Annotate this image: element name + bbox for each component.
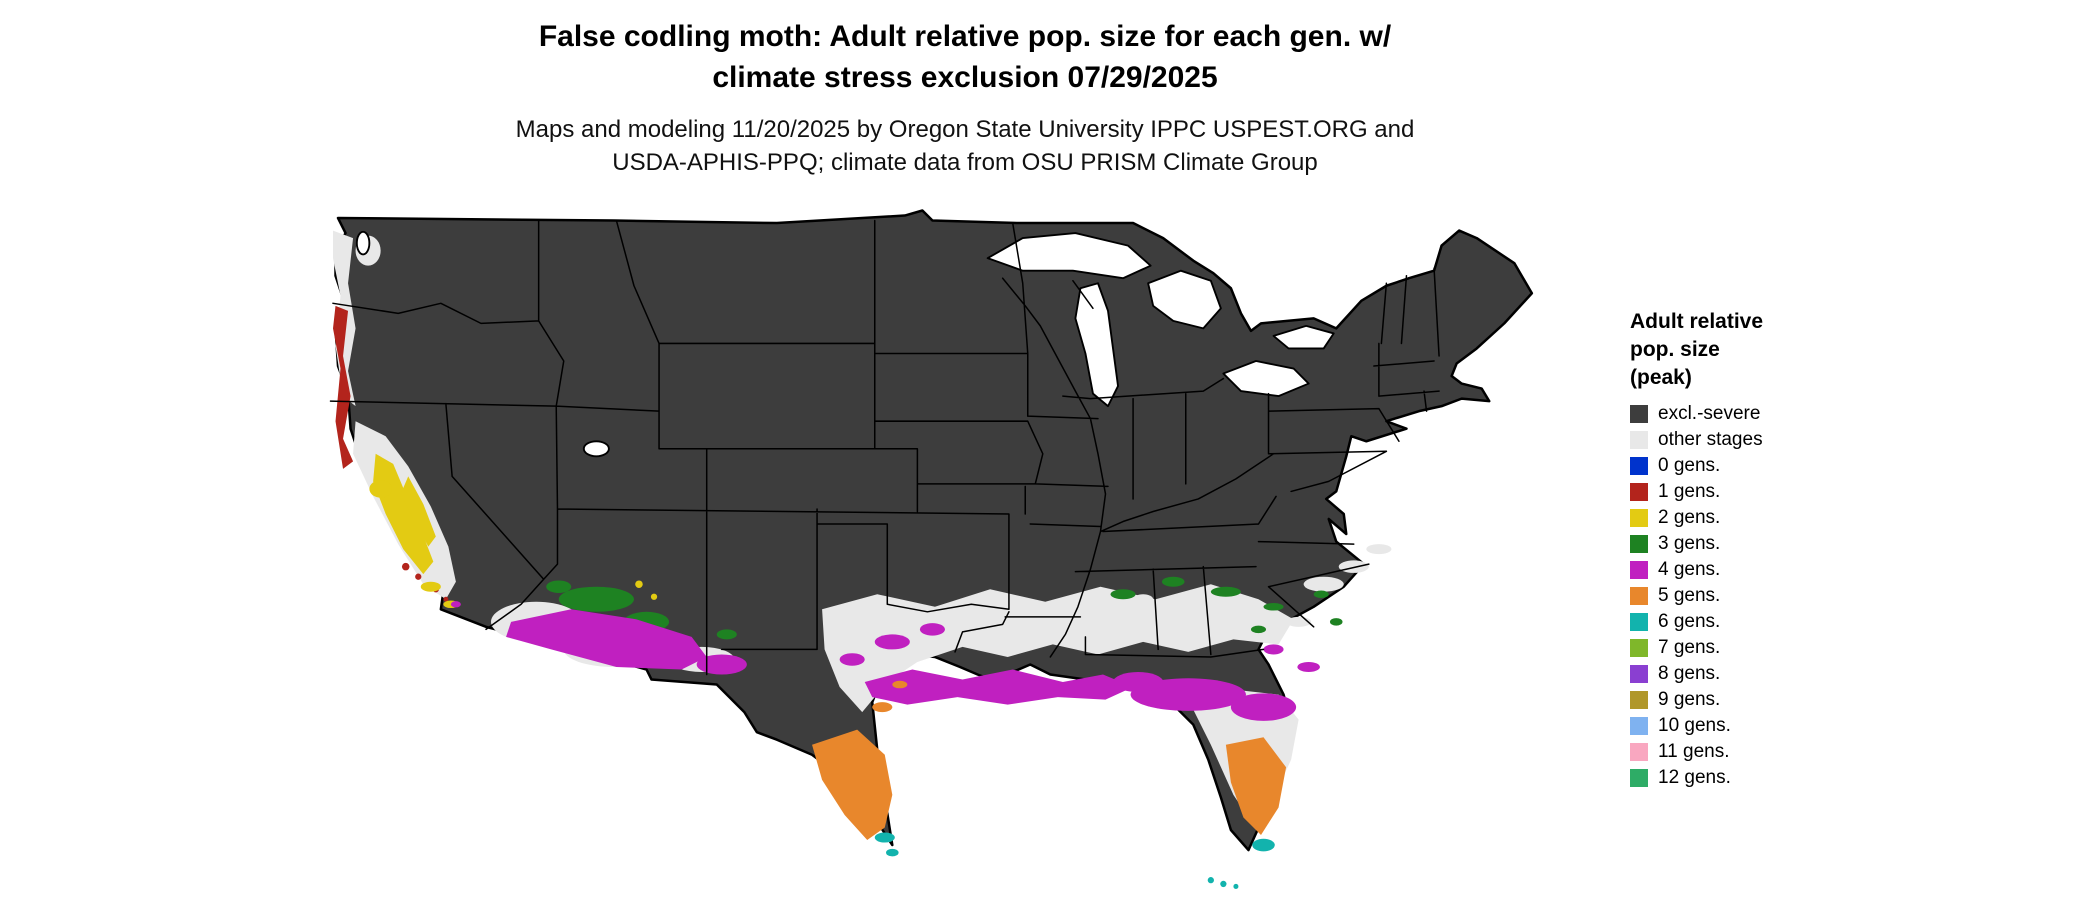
legend-swatch xyxy=(1630,690,1648,709)
legend-item: 0 gens. xyxy=(1630,456,1850,475)
legend-swatch xyxy=(1630,404,1648,423)
lake-erie xyxy=(1222,360,1310,398)
legend: Adult relative pop. size (peak) excl.-se… xyxy=(1630,308,1850,787)
legend-item: 7 gens. xyxy=(1630,638,1850,657)
great-lakes xyxy=(355,230,1335,458)
legend-item: 11 gens. xyxy=(1630,742,1850,761)
legend-swatch xyxy=(1630,742,1648,761)
legend-item: excl.-severe xyxy=(1630,404,1850,423)
region-6-gens xyxy=(874,832,1275,889)
legend-swatch xyxy=(1630,664,1648,683)
legend-item: 2 gens. xyxy=(1630,508,1850,527)
legend-title-line-1: Adult relative xyxy=(1630,310,1764,333)
legend-title-line-2: pop. size xyxy=(1630,338,1720,361)
great-salt-lake xyxy=(582,440,610,458)
legend-swatch xyxy=(1630,508,1648,527)
legend-label: 2 gens. xyxy=(1658,507,1721,528)
legend-swatch xyxy=(1630,430,1648,449)
legend-label: 11 gens. xyxy=(1658,741,1730,762)
legend-item: 4 gens. xyxy=(1630,560,1850,579)
us-map xyxy=(329,209,1534,889)
title-line-1: False codling moth: Adult relative pop. … xyxy=(538,20,1392,53)
legend-label: 3 gens. xyxy=(1658,533,1721,554)
legend-item: 5 gens. xyxy=(1630,586,1850,605)
legend-item: 9 gens. xyxy=(1630,690,1850,709)
legend-item: 12 gens. xyxy=(1630,768,1850,787)
legend-item: 6 gens. xyxy=(1630,612,1850,631)
legend-label: 5 gens. xyxy=(1658,585,1721,606)
legend-label: 10 gens. xyxy=(1658,715,1731,736)
legend-swatch xyxy=(1630,560,1648,579)
lake-michigan xyxy=(1074,282,1119,408)
map-base-conus xyxy=(334,209,1534,852)
legend-swatch xyxy=(1630,638,1648,657)
legend-label: 0 gens. xyxy=(1658,455,1721,476)
legend-label: 8 gens. xyxy=(1658,663,1721,684)
legend-label: 6 gens. xyxy=(1658,611,1721,632)
legend-swatch xyxy=(1630,456,1648,475)
legend-swatch xyxy=(1630,586,1648,605)
legend-label: 1 gens. xyxy=(1658,481,1721,502)
legend-item: 3 gens. xyxy=(1630,534,1850,553)
legend-swatch xyxy=(1630,482,1648,501)
page-title: False codling moth: Adult relative pop. … xyxy=(0,16,1930,98)
legend-label: excl.-severe xyxy=(1658,403,1761,424)
legend-label: 12 gens. xyxy=(1658,767,1731,788)
region-4-gens xyxy=(450,601,1320,721)
subtitle-line-1: Maps and modeling 11/20/2025 by Oregon S… xyxy=(515,116,1415,143)
legend-item: 1 gens. xyxy=(1630,482,1850,501)
title-line-2: climate stress exclusion 07/29/2025 xyxy=(712,61,1218,94)
legend-items: excl.-severe other stages 0 gens. 1 gens. 2 … xyxy=(1630,404,1850,787)
legend-swatch xyxy=(1630,716,1648,735)
legend-item: 8 gens. xyxy=(1630,664,1850,683)
legend-title-line-3: (peak) xyxy=(1630,366,1692,389)
legend-title: Adult relative pop. size (peak) xyxy=(1630,308,1850,392)
legend-label: 4 gens. xyxy=(1658,559,1721,580)
page-subtitle: Maps and modeling 11/20/2025 by Oregon S… xyxy=(0,113,1930,179)
legend-swatch xyxy=(1630,612,1648,631)
state-borders xyxy=(329,219,1440,676)
region-5-gens xyxy=(812,680,1287,841)
lake-superior xyxy=(986,232,1152,280)
puget-sound xyxy=(355,230,371,256)
header: False codling moth: Adult relative pop. … xyxy=(0,16,1930,179)
legend-item: other stages xyxy=(1630,430,1850,449)
legend-label: other stages xyxy=(1658,429,1763,450)
lake-huron xyxy=(1147,269,1222,330)
legend-swatch xyxy=(1630,768,1648,787)
legend-swatch xyxy=(1630,534,1648,553)
legend-label: 7 gens. xyxy=(1658,637,1721,658)
lake-ontario xyxy=(1272,324,1335,350)
subtitle-line-2: USDA-APHIS-PPQ; climate data from OSU PR… xyxy=(612,149,1318,176)
map-container xyxy=(325,208,1580,904)
legend-item: 10 gens. xyxy=(1630,716,1850,735)
legend-label: 9 gens. xyxy=(1658,689,1721,710)
